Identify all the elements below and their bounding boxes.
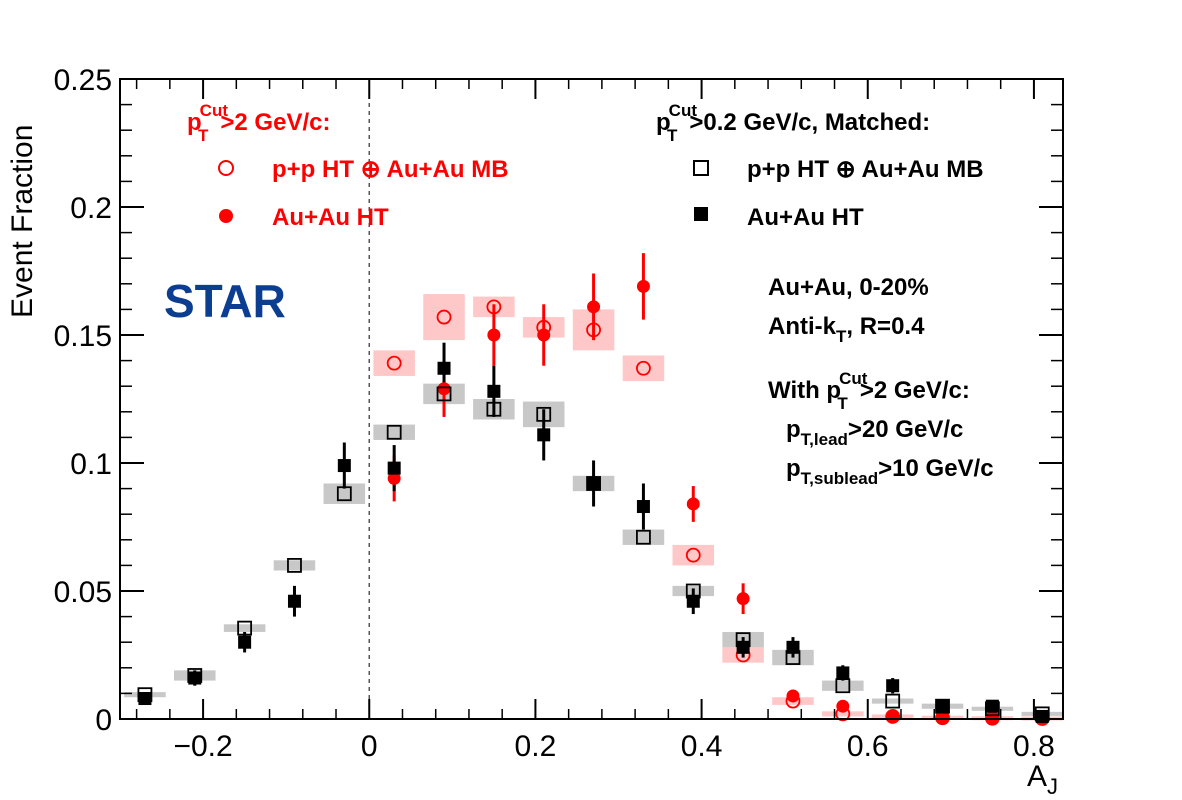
data-point-open-square xyxy=(636,529,651,545)
data-point-filled-square xyxy=(337,459,351,473)
data-point-filled-circle xyxy=(587,300,601,314)
data-point-filled-circle xyxy=(537,328,551,342)
data-point-filled-square xyxy=(487,384,501,398)
sys-band xyxy=(871,698,914,704)
sys-band xyxy=(273,560,316,571)
legend-right-entry-1: p+p HT ⊕ Au+Au MB xyxy=(747,156,984,183)
data-point-open-circle xyxy=(685,547,701,563)
data-point-filled-square xyxy=(138,692,152,706)
data-point-filled-square xyxy=(238,635,252,649)
legend-right-entry-2: Au+Au HT xyxy=(747,204,864,231)
sys-band xyxy=(323,483,366,504)
legend-filled-circle-marker xyxy=(219,209,233,223)
legend-right-header: pCut T >0.2 GeV/c, Matched: xyxy=(656,101,930,145)
axis-tick-labels: −0.2 0 0.2 0.4 0.6 0.8 0 0.05 0.1 0.15 0.2 0.25 xyxy=(54,64,1055,763)
y-axis-title: Event Fraction xyxy=(6,125,39,318)
x-tick-label: −0.2 xyxy=(173,730,232,763)
data-markers xyxy=(137,279,1050,726)
data-point-open-circle xyxy=(486,299,502,315)
sys-band xyxy=(423,294,465,341)
x-axis-title: AJ xyxy=(1027,760,1058,799)
data-point-filled-circle xyxy=(985,711,999,725)
x-tick-label: 0.8 xyxy=(1013,730,1055,763)
legend-open-square-marker xyxy=(693,160,709,176)
data-point-filled-circle xyxy=(387,471,401,485)
plot-frame xyxy=(119,78,1064,720)
sys-band xyxy=(822,680,864,691)
data-point-filled-square xyxy=(188,671,202,685)
sys-band xyxy=(373,350,415,376)
data-point-filled-square xyxy=(936,699,950,713)
data-point-filled-square xyxy=(886,679,900,693)
data-point-filled-square xyxy=(287,594,301,608)
annotation-block: Au+Au, 0-20% Anti-kT, R=0.4 With pCut T >2… xyxy=(768,274,994,488)
data-point-filled-square xyxy=(736,640,750,654)
data-point-filled-square xyxy=(836,666,850,680)
y-tick-label: 0 xyxy=(95,704,112,737)
y-tick-label: 0.1 xyxy=(70,448,112,481)
annotation-centrality: Au+Au, 0-20% xyxy=(768,274,929,301)
legend-left: pCut T >2 GeV/c: p+p HT ⊕ Au+Au MB Au+Au H… xyxy=(187,101,509,231)
data-point-open-square xyxy=(336,486,352,502)
data-point-filled-circle xyxy=(736,592,750,606)
data-point-filled-circle xyxy=(636,279,650,293)
data-point-open-circle xyxy=(386,355,402,371)
data-point-filled-square xyxy=(587,476,601,490)
sys-band xyxy=(622,529,665,545)
axis-ticks xyxy=(120,78,1063,720)
legend-left-entry-2: Au+Au HT xyxy=(272,204,389,231)
y-tick-label: 0.25 xyxy=(54,64,112,97)
data-point-open-square xyxy=(386,424,402,440)
data-point-filled-circle xyxy=(886,709,900,723)
x-tick-label: 0.6 xyxy=(847,730,889,763)
data-point-filled-square xyxy=(686,594,700,608)
data-point-open-circle xyxy=(636,360,651,376)
data-point-open-circle xyxy=(436,309,452,325)
data-point-open-circle xyxy=(586,322,601,338)
sys-band xyxy=(373,424,415,440)
annotation-sublead: pT,sublead>10 GeV/c xyxy=(786,455,994,488)
legend-right: pCut T >0.2 GeV/c, Matched: p+p HT ⊕ Au+Au… xyxy=(656,101,984,231)
data-point-open-square xyxy=(287,558,302,573)
series-1 xyxy=(387,279,1049,725)
legend-open-circle-marker xyxy=(218,160,234,176)
data-point-filled-square xyxy=(985,699,999,713)
data-point-filled-circle xyxy=(487,328,501,342)
data-point-filled-circle xyxy=(686,497,700,511)
data-point-open-square xyxy=(486,401,502,417)
data-point-filled-square xyxy=(437,361,451,375)
data-point-filled-circle xyxy=(786,689,800,703)
x-tick-label: 0 xyxy=(361,730,378,763)
sys-band xyxy=(622,355,665,382)
annotation-cut: With pCut T >2 GeV/c: xyxy=(768,369,970,413)
data-point-open-square xyxy=(436,386,452,402)
data-point-open-square xyxy=(536,406,552,422)
annotation-algorithm: Anti-kT, R=0.4 xyxy=(768,313,925,346)
y-tick-label: 0.05 xyxy=(54,576,112,609)
data-point-filled-circle xyxy=(836,699,850,713)
data-point-open-square xyxy=(885,693,901,709)
data-point-filled-circle xyxy=(936,711,950,725)
x-tick-label: 0.4 xyxy=(681,730,723,763)
star-logo: STAR xyxy=(164,275,286,327)
data-point-filled-square xyxy=(636,500,650,514)
sys-band xyxy=(223,624,266,632)
legend-left-entry-1: p+p HT ⊕ Au+Au MB xyxy=(272,156,509,183)
legend-left-header: pCut T >2 GeV/c: xyxy=(187,101,330,145)
data-point-filled-square xyxy=(1035,709,1049,723)
x-tick-label: 0.2 xyxy=(515,730,557,763)
annotation-lead: pT,lead>20 GeV/c xyxy=(786,416,963,449)
data-point-filled-square xyxy=(786,640,800,654)
data-point-filled-circle xyxy=(437,382,451,396)
data-point-filled-square xyxy=(387,461,401,475)
y-tick-label: 0.2 xyxy=(70,192,112,225)
sys-band xyxy=(672,544,715,566)
data-point-filled-square xyxy=(537,428,551,442)
sys-band xyxy=(822,711,864,717)
y-tick-label: 0.15 xyxy=(54,320,112,353)
legend-filled-square-marker xyxy=(694,207,708,221)
data-point-open-square xyxy=(237,620,253,636)
